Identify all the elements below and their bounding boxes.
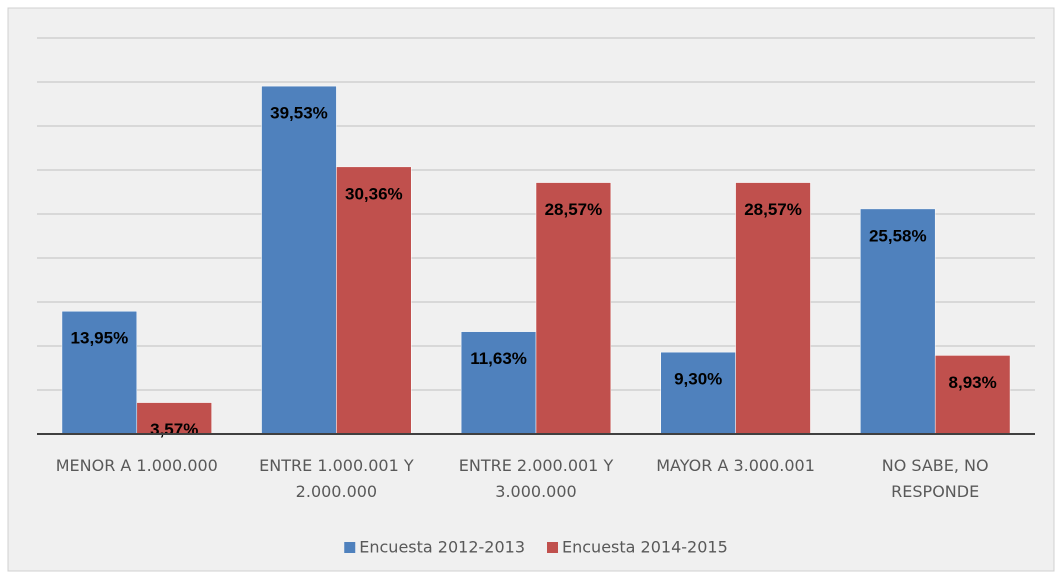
x-tick-label: MENOR A 1.000.000 bbox=[55, 456, 218, 475]
data-label: 28,57% bbox=[545, 200, 603, 219]
data-label: 3,57% bbox=[150, 420, 198, 439]
bar bbox=[136, 402, 212, 435]
x-tick-label: ENTRE 1.000.001 Y 2.000.000 bbox=[259, 456, 414, 501]
bar bbox=[660, 351, 736, 435]
bar bbox=[934, 355, 1011, 435]
data-label: 25,58% bbox=[869, 226, 927, 245]
data-label: 9,30% bbox=[674, 370, 722, 389]
legend-label: Encuesta 2014-2015 bbox=[562, 538, 728, 557]
bar bbox=[860, 208, 936, 435]
x-tick-label: ENTRE 2.000.001 Y 3.000.000 bbox=[458, 456, 614, 501]
data-label: 11,63% bbox=[470, 349, 527, 368]
legend-swatch bbox=[344, 542, 356, 553]
legend-label: Encuesta 2012-2013 bbox=[359, 538, 525, 557]
legend-swatch bbox=[547, 542, 558, 553]
data-label: 8,93% bbox=[949, 373, 997, 392]
data-label: 39,53% bbox=[270, 104, 328, 123]
bar bbox=[336, 166, 412, 435]
bar bbox=[535, 182, 612, 435]
data-label: 30,36% bbox=[345, 184, 403, 203]
bar bbox=[61, 310, 138, 435]
data-label: 13,95% bbox=[71, 329, 129, 348]
bar bbox=[735, 182, 811, 435]
bar bbox=[261, 85, 337, 435]
x-tick-label: MAYOR A 3.000.001 bbox=[656, 456, 815, 475]
x-tick-label: NO SABE, NO RESPONDE bbox=[881, 456, 989, 501]
data-label: 28,57% bbox=[744, 200, 802, 219]
bar bbox=[460, 331, 537, 435]
